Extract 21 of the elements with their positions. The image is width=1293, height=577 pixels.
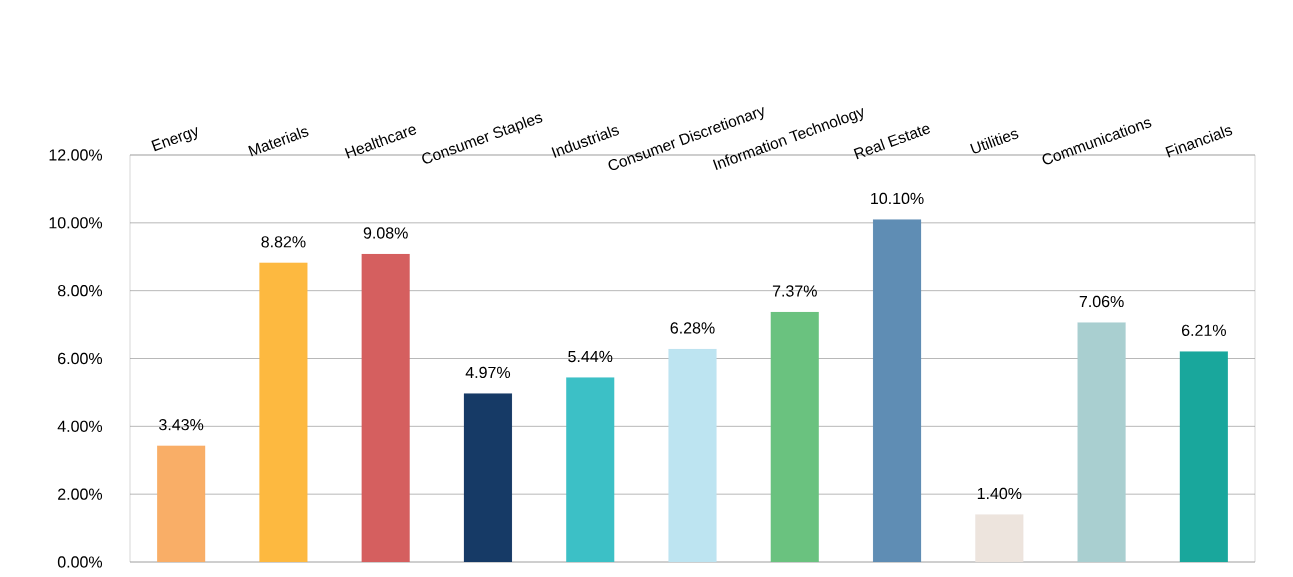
y-tick-label: 12.00% [49, 149, 103, 161]
data-label: 1.40% [977, 487, 1022, 500]
data-label: 7.06% [1079, 295, 1124, 308]
y-tick-label: 2.00% [58, 488, 103, 500]
data-label: 7.37% [772, 285, 817, 297]
x-tick-label: Energy [151, 127, 198, 152]
y-tick-label: 10.00% [49, 217, 103, 229]
data-label: 8.82% [261, 236, 306, 248]
data-label: 10.10% [871, 192, 924, 205]
data-label: 5.44% [568, 350, 613, 363]
y-tick-label: 0.00% [57, 556, 103, 568]
x-tick-label: Utilities [970, 130, 1019, 154]
data-label: 3.43% [159, 418, 204, 431]
x-tick-label: Real Estate [853, 125, 930, 160]
data-label: 4.97% [465, 366, 511, 379]
y-tick-label: 8.00% [57, 285, 103, 297]
y-tick-label: 4.00% [57, 420, 103, 432]
data-label: 9.08% [363, 227, 408, 239]
data-label: 6.21% [1181, 324, 1226, 337]
data-label: 6.28% [670, 322, 715, 334]
y-tick-label: 6.00% [58, 352, 103, 365]
